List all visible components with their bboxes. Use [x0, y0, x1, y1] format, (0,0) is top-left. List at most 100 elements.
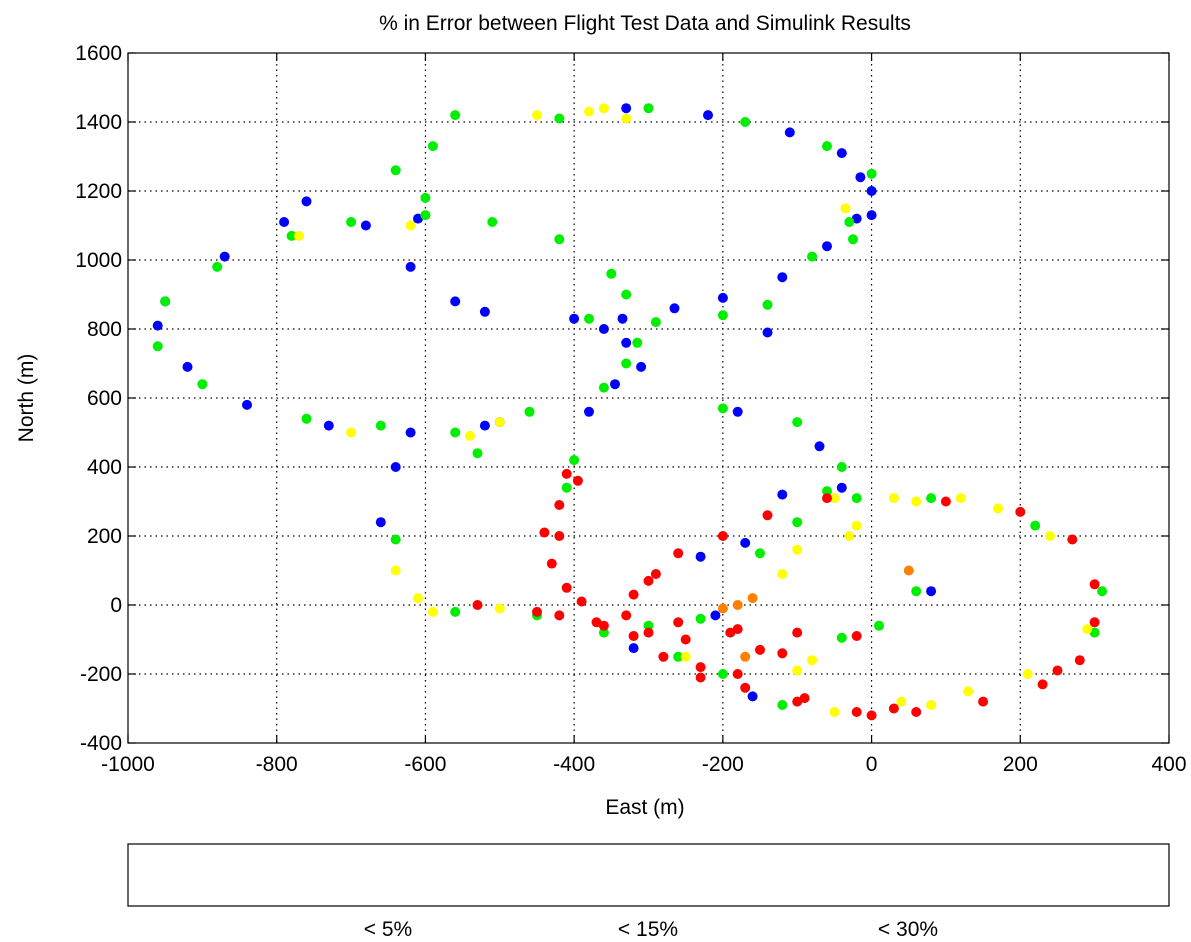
data-point-yellow: [896, 696, 907, 707]
data-point-green: [420, 210, 431, 221]
data-point-blue: [152, 320, 163, 331]
data-point-red: [732, 624, 743, 635]
x-tick-label: 200: [1003, 753, 1038, 776]
data-point-blue: [242, 399, 252, 410]
data-point-green: [1030, 520, 1041, 531]
data-point-red: [888, 703, 899, 714]
data-point-green: [866, 168, 877, 179]
data-point-red: [1037, 679, 1048, 690]
data-point-green: [792, 417, 803, 428]
data-point-green: [632, 337, 643, 348]
data-point-blue: [182, 361, 193, 372]
data-point-green: [450, 606, 461, 617]
y-tick-label: -400: [80, 732, 122, 755]
data-point-red: [1052, 665, 1063, 676]
data-point-red: [628, 589, 639, 600]
data-point-green: [848, 234, 858, 245]
data-point-blue: [822, 241, 832, 252]
data-point-blue: [219, 251, 230, 262]
data-point-red: [1089, 579, 1100, 590]
y-tick-label: 400: [87, 456, 122, 479]
data-point-red: [740, 682, 751, 693]
data-point-red: [1067, 534, 1078, 545]
x-axis-label: East (m): [605, 796, 684, 819]
data-point-green: [836, 462, 847, 472]
x-tick-label: -800: [256, 753, 298, 776]
data-point-blue: [836, 148, 847, 159]
y-tick-label: 1000: [75, 249, 122, 272]
data-point-green: [212, 261, 223, 272]
data-point-blue: [717, 292, 728, 303]
data-point-red: [940, 496, 951, 507]
data-point-red: [777, 648, 788, 659]
data-point-yellow: [346, 427, 357, 438]
data-point-green: [762, 299, 773, 310]
data-point-red: [532, 606, 542, 617]
data-point-blue: [479, 420, 490, 431]
data-point-green: [301, 413, 312, 424]
data-point-blue: [836, 482, 847, 493]
data-point-blue: [740, 537, 751, 548]
y-axis-label: North (m): [15, 354, 38, 443]
data-point-yellow: [405, 220, 416, 231]
data-point-green: [792, 517, 803, 528]
data-point-blue: [669, 303, 680, 314]
data-point-red: [572, 475, 583, 486]
data-point-green: [472, 448, 483, 459]
data-point-red: [546, 558, 557, 569]
data-point-red: [643, 627, 654, 638]
data-point-blue: [584, 406, 594, 417]
data-point-green: [420, 192, 431, 203]
data-point-blue: [777, 489, 788, 500]
y-tick-label: 1600: [75, 42, 122, 65]
data-point-red: [1015, 506, 1026, 517]
data-point-orange: [740, 651, 751, 662]
data-point-yellow: [494, 603, 505, 614]
data-point-red: [561, 582, 572, 593]
data-point-green: [650, 317, 661, 328]
data-point-blue: [703, 110, 713, 121]
data-point-green: [569, 455, 580, 466]
data-point-green: [717, 669, 728, 679]
y-tick-label: 800: [87, 318, 122, 341]
data-point-red: [658, 651, 669, 662]
data-point-yellow: [532, 110, 542, 121]
y-tick-label: 200: [87, 525, 122, 548]
data-point-blue: [405, 427, 416, 438]
data-point-green: [844, 217, 855, 227]
data-point-red: [621, 610, 632, 621]
x-tick-label: 400: [1151, 753, 1186, 776]
data-point-green: [286, 230, 297, 241]
data-point-green: [822, 141, 832, 152]
data-point-orange: [903, 565, 914, 576]
data-point-green: [740, 117, 751, 127]
data-point-red: [472, 600, 483, 610]
data-point-red: [673, 548, 684, 559]
data-point-green: [807, 251, 818, 262]
data-point-blue: [695, 551, 706, 562]
y-tick-label: 1400: [75, 111, 122, 134]
data-point-green: [584, 313, 594, 324]
data-point-blue: [598, 324, 609, 334]
data-point-yellow: [792, 665, 803, 676]
data-point-red: [673, 617, 684, 628]
data-point-red: [554, 500, 565, 510]
data-point-green: [598, 627, 609, 638]
data-point-blue: [621, 337, 632, 348]
data-point-yellow: [792, 544, 803, 555]
data-point-blue: [390, 462, 401, 472]
data-point-green: [926, 493, 937, 504]
y-tick-label: 1200: [75, 180, 122, 203]
data-point-yellow: [926, 700, 937, 710]
data-point-red: [911, 707, 922, 717]
data-point-red: [643, 575, 654, 586]
data-point-yellow: [844, 531, 855, 541]
data-point-blue: [360, 220, 371, 231]
data-point-blue: [621, 103, 632, 114]
data-point-red: [561, 468, 572, 479]
data-point-red: [680, 634, 691, 645]
data-point-green: [160, 296, 171, 307]
data-point-green: [851, 493, 862, 504]
axis-ticks: -1000 -800 -600 -400 -200 0 200 400 -400 -200 0 200…: [75, 42, 1186, 776]
data-point-blue: [617, 313, 628, 324]
